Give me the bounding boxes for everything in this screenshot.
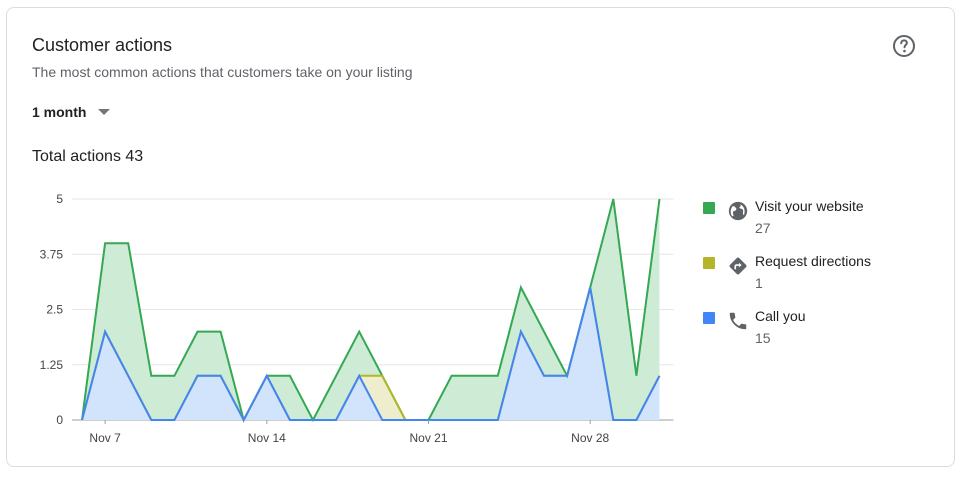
phone-icon: [727, 310, 749, 332]
help-circle-icon[interactable]: [892, 34, 916, 58]
x-tick-label: Nov 14: [248, 431, 286, 445]
date-range-dropdown[interactable]: 1 month: [32, 104, 111, 120]
globe-icon: [727, 200, 749, 222]
legend-count-call: 15: [755, 330, 771, 346]
y-tick-label: 0: [56, 413, 63, 427]
x-tick-label: Nov 21: [409, 431, 447, 445]
area-visit-your-website: [82, 199, 660, 420]
date-range-label: 1 month: [32, 104, 87, 120]
legend-count-directions: 1: [755, 275, 763, 291]
legend-swatch-call: [703, 312, 715, 324]
line-call-you: [81, 287, 661, 423]
legend-item-call[interactable]: Call you 15: [703, 308, 923, 358]
legend-item-directions[interactable]: Request directions 1: [703, 253, 923, 303]
legend-swatch-directions: [703, 257, 715, 269]
line-visit-your-website: [81, 198, 661, 423]
y-tick-label: 1.25: [40, 358, 64, 372]
y-tick-label: 3.75: [40, 247, 64, 261]
x-tick-label: Nov 28: [571, 431, 609, 445]
y-tick-label: 5: [56, 192, 63, 206]
total-actions: Total actions 43: [32, 148, 144, 165]
card-title: Customer actions: [32, 35, 173, 55]
legend-item-website[interactable]: Visit your website 27: [703, 198, 923, 248]
x-tick-label: Nov 7: [89, 431, 121, 445]
legend-swatch-website: [703, 202, 715, 214]
legend-label-call: Call you: [755, 308, 806, 324]
chevron-down-icon: [98, 109, 111, 115]
card-subtitle: The most common actions that customers t…: [32, 64, 413, 80]
area-request-directions: [82, 287, 660, 420]
directions-icon: [727, 255, 749, 277]
legend-count-website: 27: [755, 220, 771, 236]
y-tick-label: 2.5: [46, 303, 63, 317]
legend-label-website: Visit your website: [755, 198, 864, 214]
legend-label-directions: Request directions: [755, 253, 871, 269]
